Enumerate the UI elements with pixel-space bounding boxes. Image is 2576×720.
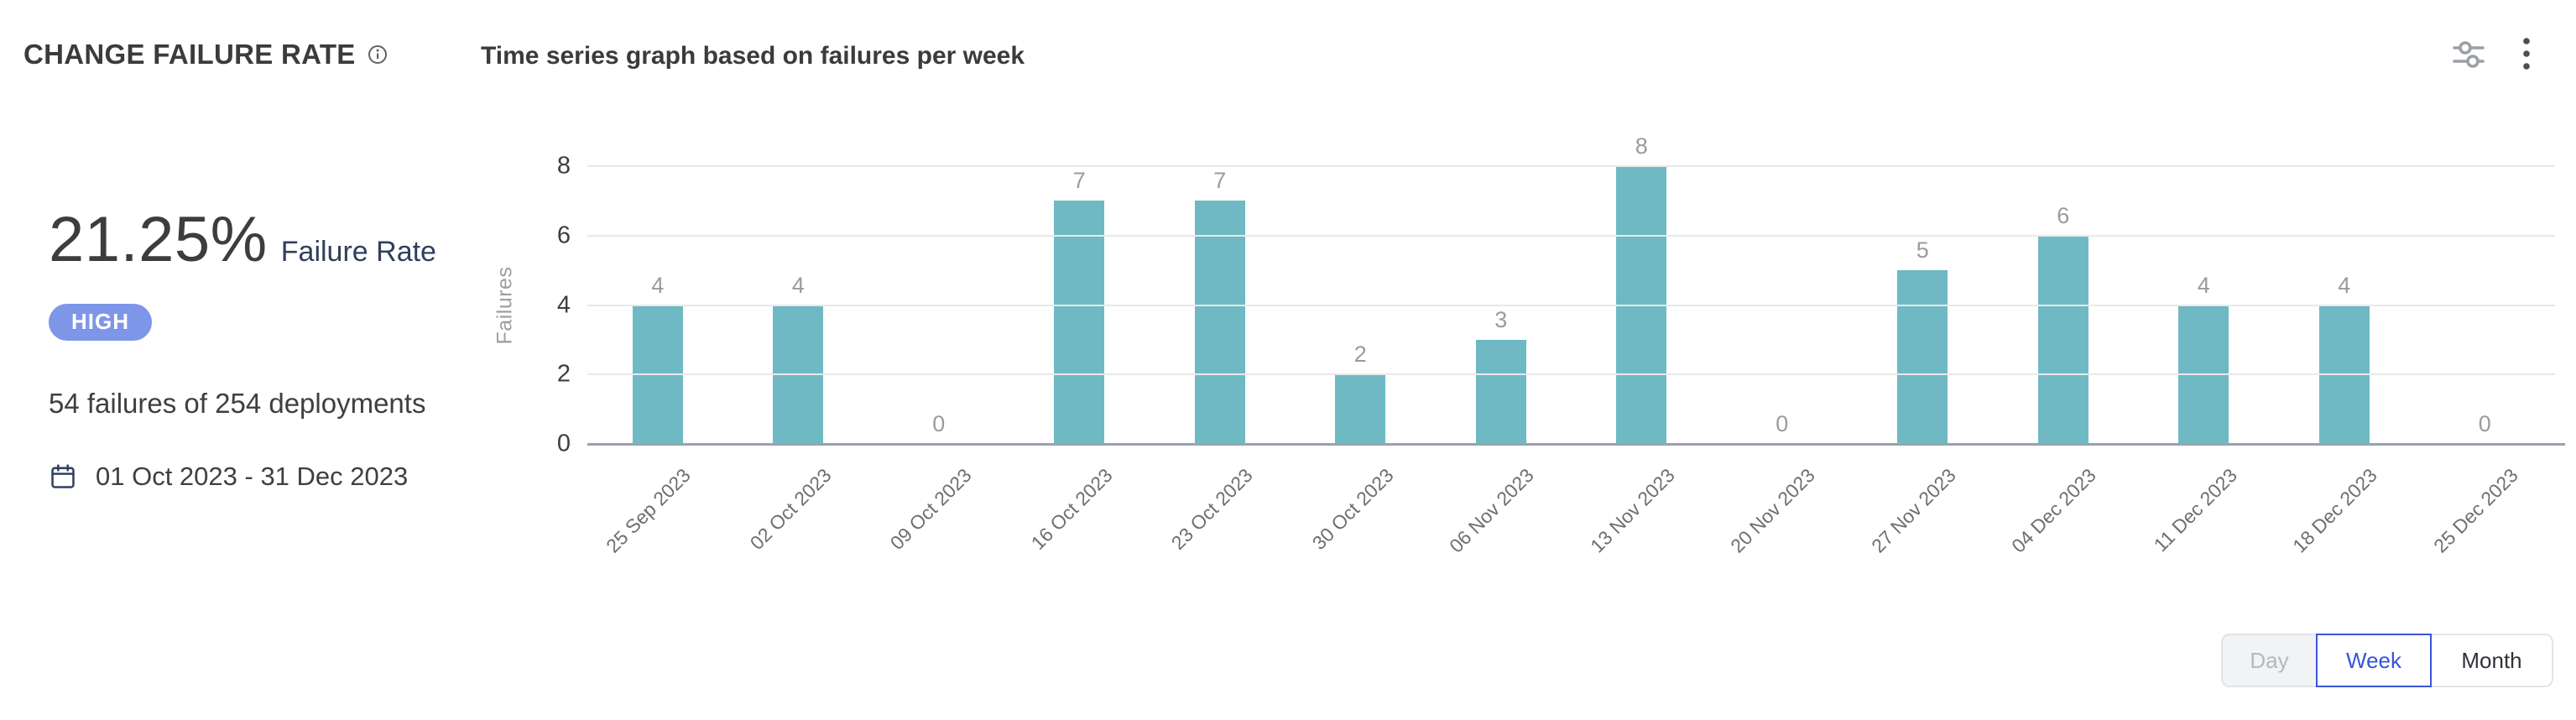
- bar-value-label: 4: [2197, 272, 2210, 298]
- gridline: [587, 304, 2555, 306]
- x-axis-tick-label: 11 Dec 2023: [2149, 464, 2241, 556]
- granularity-toggle: Day Week Month: [2221, 634, 2553, 687]
- info-icon[interactable]: [368, 44, 388, 65]
- deployments-summary: 54 failures of 254 deployments: [49, 387, 426, 419]
- y-axis-tick-label: 6: [556, 222, 571, 249]
- widget-title: CHANGE FAILURE RATE: [23, 39, 356, 70]
- x-axis-tick-label: 13 Nov 2023: [1586, 464, 1679, 557]
- granularity-day-button[interactable]: Day: [2221, 634, 2316, 687]
- calendar-icon: [49, 462, 77, 491]
- x-axis-tick-label: 16 Oct 2023: [1026, 464, 1117, 554]
- chart-slot: 0 09 Oct 2023: [868, 166, 1009, 554]
- chart-slot: 3 06 Nov 2023: [1431, 166, 1572, 557]
- bar-value-label: 8: [1635, 133, 1648, 159]
- chart-slot: 6 04 Dec 2023: [1993, 166, 2134, 557]
- bar-value-label: 0: [932, 411, 946, 436]
- failures-bar-chart: Failures 4 25 Sep 2023 4 02 Oct 2023 0 09 Oct…: [493, 133, 2565, 557]
- widget-title-row: CHANGE FAILURE RATE: [23, 39, 388, 70]
- failure-bar[interactable]: [1194, 201, 1245, 444]
- x-axis-tick-label: 25 Sep 2023: [602, 464, 696, 557]
- summary-panel: 21.25% Failure Rate HIGH 54 failures of …: [49, 208, 519, 492]
- bar-value-label: 0: [1776, 411, 1789, 436]
- bar-value-label: 4: [791, 272, 805, 298]
- bar-value-label: 5: [1916, 237, 1929, 263]
- x-axis-tick-label: 30 Oct 2023: [1307, 464, 1398, 554]
- x-axis-tick-label: 04 Dec 2023: [2007, 464, 2101, 557]
- failure-bar[interactable]: [2037, 235, 2088, 444]
- bar-value-label: 4: [2338, 272, 2351, 298]
- date-range-row: 01 Oct 2023 - 31 Dec 2023: [49, 462, 519, 492]
- sliders-icon[interactable]: [2452, 37, 2485, 70]
- bar-value-label: 4: [651, 272, 665, 298]
- bar-value-label: 7: [1213, 168, 1227, 194]
- x-axis-tick-label: 02 Oct 2023: [745, 464, 836, 554]
- kebab-menu-icon[interactable]: [2521, 35, 2532, 72]
- severity-badge: HIGH: [49, 304, 152, 341]
- failure-bar[interactable]: [1475, 339, 1526, 444]
- chart-slot: 7 23 Oct 2023: [1150, 166, 1291, 554]
- x-axis-line: [587, 443, 2565, 446]
- x-axis-tick-label: 06 Nov 2023: [1445, 464, 1539, 557]
- x-axis-tick-label: 27 Nov 2023: [1867, 464, 1960, 557]
- x-axis-tick-label: 25 Dec 2023: [2429, 464, 2522, 557]
- bar-value-label: 2: [1353, 342, 1367, 368]
- granularity-week-button[interactable]: Week: [2316, 634, 2432, 687]
- y-axis-tick-label: 0: [556, 430, 571, 457]
- gridline: [587, 373, 2555, 376]
- gridline: [587, 165, 2555, 167]
- x-axis-tick-label: 09 Oct 2023: [886, 464, 977, 554]
- chart-slot: 2 30 Oct 2023: [1291, 166, 1431, 554]
- date-range-text: 01 Oct 2023 - 31 Dec 2023: [96, 461, 409, 491]
- bar-value-label: 6: [2057, 202, 2070, 228]
- chart-slot: 0 20 Nov 2023: [1712, 166, 1853, 557]
- x-axis-tick-label: 18 Dec 2023: [2288, 464, 2382, 557]
- y-axis-tick-label: 2: [556, 360, 571, 388]
- failure-bar[interactable]: [1335, 374, 1386, 444]
- failure-bar[interactable]: [1054, 201, 1105, 444]
- bar-value-label: 7: [1072, 168, 1086, 194]
- bar-value-label: 3: [1494, 306, 1508, 332]
- bar-value-label: 0: [2478, 411, 2491, 436]
- chart-subtitle: Time series graph based on failures per …: [481, 42, 1025, 70]
- chart-slot: 0 25 Dec 2023: [2415, 166, 2556, 557]
- chart-slot: 7 16 Oct 2023: [1009, 166, 1150, 554]
- chart-slot: 5 27 Nov 2023: [1853, 166, 1994, 556]
- y-axis-tick-label: 4: [556, 291, 571, 318]
- failure-rate-metric: 21.25% Failure Rate: [49, 208, 519, 272]
- failure-bar[interactable]: [1897, 270, 1948, 444]
- y-axis-tick-label: 8: [556, 152, 571, 180]
- granularity-month-button[interactable]: Month: [2432, 634, 2553, 687]
- failure-rate-label: Failure Rate: [280, 236, 436, 268]
- x-axis-tick-label: 20 Nov 2023: [1726, 464, 1820, 557]
- x-axis-tick-label: 23 Oct 2023: [1167, 464, 1258, 554]
- failure-rate-value: 21.25%: [49, 204, 268, 275]
- header-actions: [2452, 35, 2532, 72]
- gridline: [587, 234, 2555, 237]
